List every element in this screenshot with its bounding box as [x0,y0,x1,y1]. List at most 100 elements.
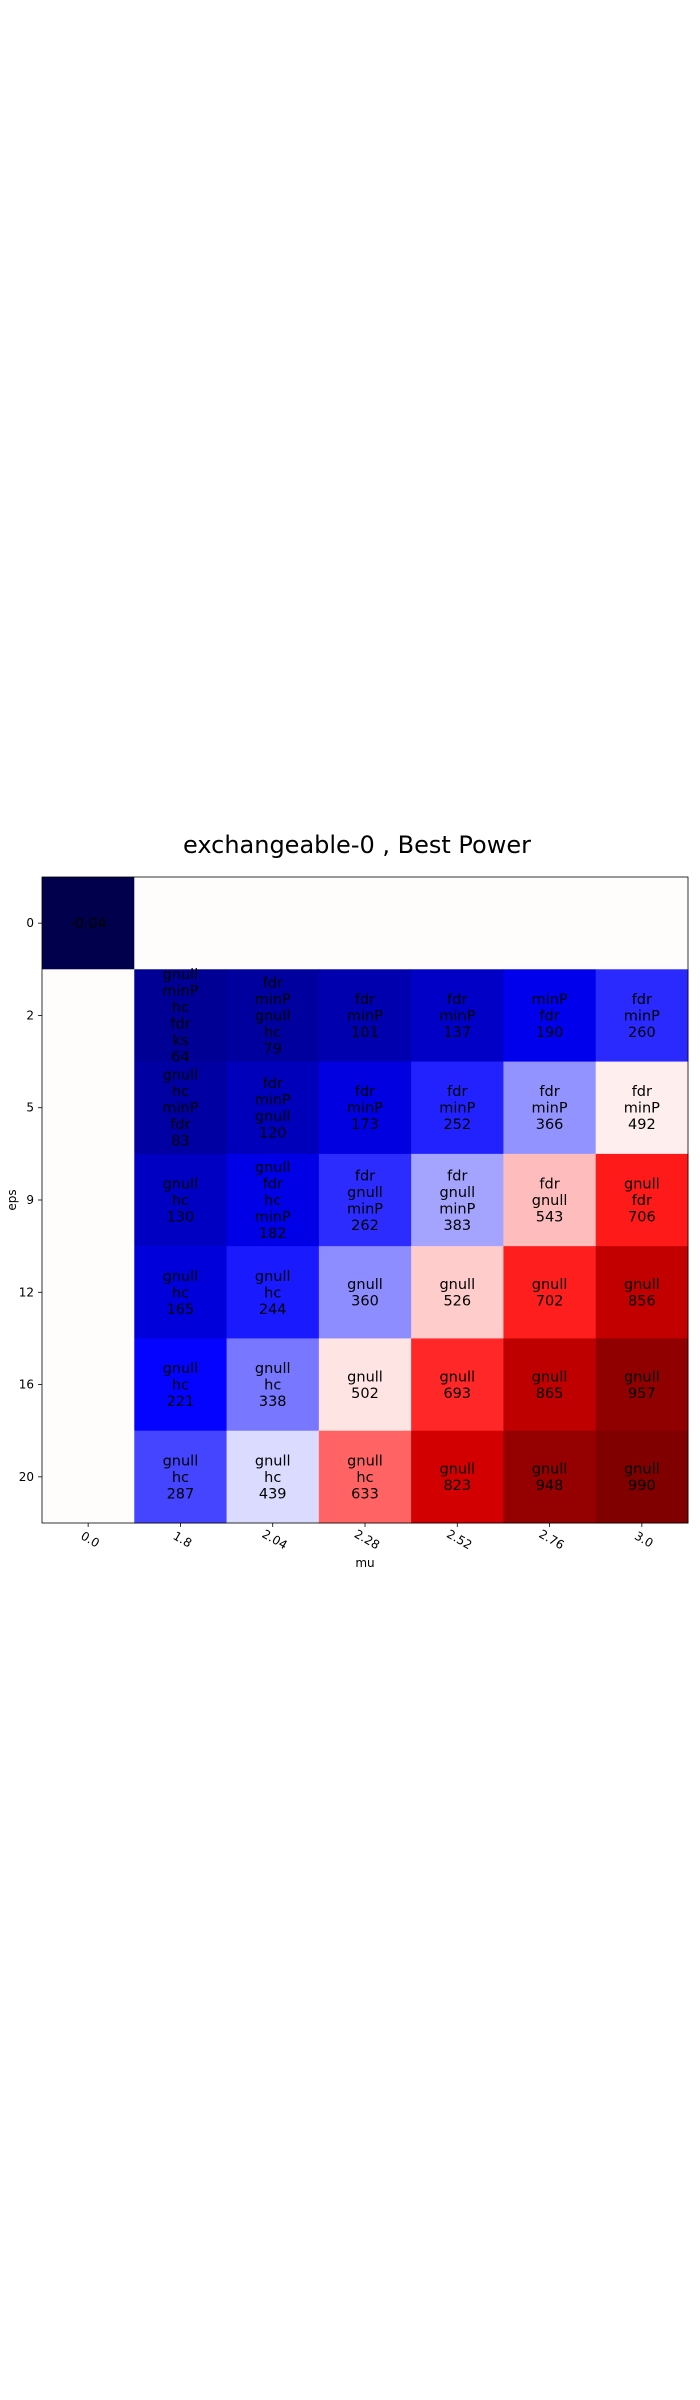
cell-label: minP [255,992,291,1008]
heatmap-cell-fill [503,1061,597,1155]
heatmap-cell-fill [595,1061,689,1155]
heatmap-cell-fill [134,1153,228,1247]
heatmap-cell [42,1338,135,1432]
cell-label: gnull [163,1361,199,1377]
cell-label: gnull [163,1177,199,1193]
x-tick-label: 2.04 [260,1527,290,1552]
cell-label: 383 [443,1218,471,1234]
cell-label: hc [264,1025,281,1041]
cell-label: hc [264,1285,281,1301]
heatmap-cell-fill [411,1061,504,1155]
cell-label: gnull [255,1160,291,1176]
heatmap-cell-fill [503,1153,597,1247]
cell-label: minP [347,1101,383,1117]
cell-label: 83 [171,1134,189,1150]
cell-label: 990 [628,1478,656,1494]
cell-label: 492 [628,1117,656,1133]
cell-label: hc [356,1470,373,1486]
cell-label: gnull [532,1277,568,1293]
cell-label: 190 [536,1025,564,1041]
chart-title: exchangeable-0 , Best Power [183,831,531,859]
cell-label: fdr [632,992,652,1008]
cell-label: minP [532,1101,568,1117]
heatmap-cell-fill [226,1338,320,1432]
heatmap-cell-fill [226,877,320,970]
cell-label: fdr [355,992,375,1008]
cell-label: gnull [439,1185,475,1201]
heatmap-cell-fill [411,877,504,970]
cell-label: 439 [259,1486,287,1502]
cell-label: gnull [255,1008,291,1024]
cell-label: gnull [532,1369,568,1385]
heatmap-cell-fill [411,1338,504,1432]
cell-label: 182 [259,1226,287,1242]
heatmap-cell-fill [134,1246,228,1339]
heatmap-cell-fill [318,1430,412,1524]
cell-label: 633 [351,1486,379,1502]
cell-label: fdr [355,1168,375,1184]
heatmap-cell-fill [595,1246,689,1339]
cell-label: gnull [163,1068,199,1084]
heatmap-cell-fill [503,1246,597,1339]
cell-label: gnull [624,1369,660,1385]
cell-label: gnull [624,1177,660,1193]
heatmap-cell-fill [411,1246,504,1339]
heatmap-cell-fill [226,969,320,1063]
heatmap-cell-fill [503,877,597,970]
cell-label: gnull [347,1453,383,1469]
cell-label: minP [624,1101,660,1117]
cell-label: hc [264,1193,281,1209]
cell-label: 856 [628,1294,656,1310]
cell-label: gnull [255,1453,291,1469]
cell-label: fdr [539,1177,559,1193]
heatmap-cell-fill [595,1430,689,1524]
cell-label: fdr [632,1084,652,1100]
heatmap-cell-fill [42,1061,135,1155]
x-tick-label: 0.0 [78,1529,102,1551]
cell-label: gnull [624,1277,660,1293]
cell-label: gnull [439,1462,475,1478]
cell-label: fdr [447,1084,467,1100]
cell-label: 693 [443,1386,471,1402]
cell-label: fdr [263,1076,283,1092]
x-tick-label: 2.52 [444,1527,474,1552]
cell-label: gnull [439,1369,475,1385]
heatmap-cell-fill [226,1153,320,1247]
cell-label: -0.04 [69,916,107,932]
heatmap-cell [411,877,504,970]
cell-label: gnull [532,1462,568,1478]
cell-label: gnull [255,1361,291,1377]
heatmap-cell-fill [226,1430,320,1524]
heatmap-cell [42,969,135,1063]
y-axis-ticks: 0 2 5 9 12 16 20 [19,916,42,1484]
cell-label: minP [347,1201,383,1217]
cell-label: gnull [255,1269,291,1285]
heatmap-cell [595,877,689,970]
x-tick-label: 2.28 [352,1527,382,1552]
cell-label: gnull [532,1193,568,1209]
cell-label: 165 [167,1302,195,1318]
cell-label: 948 [536,1478,564,1494]
heatmap-cell-fill [318,969,412,1063]
y-tick-label: 20 [19,1470,34,1484]
heatmap-cell-fill [134,1430,228,1524]
heatmap-cell-fill [318,1061,412,1155]
y-tick-label: 12 [19,1285,34,1299]
cell-label: minP [624,1008,660,1024]
heatmap-cells: -0.04gnullminPhcfdrks64fdrminPgnullhc79f… [42,877,689,1524]
